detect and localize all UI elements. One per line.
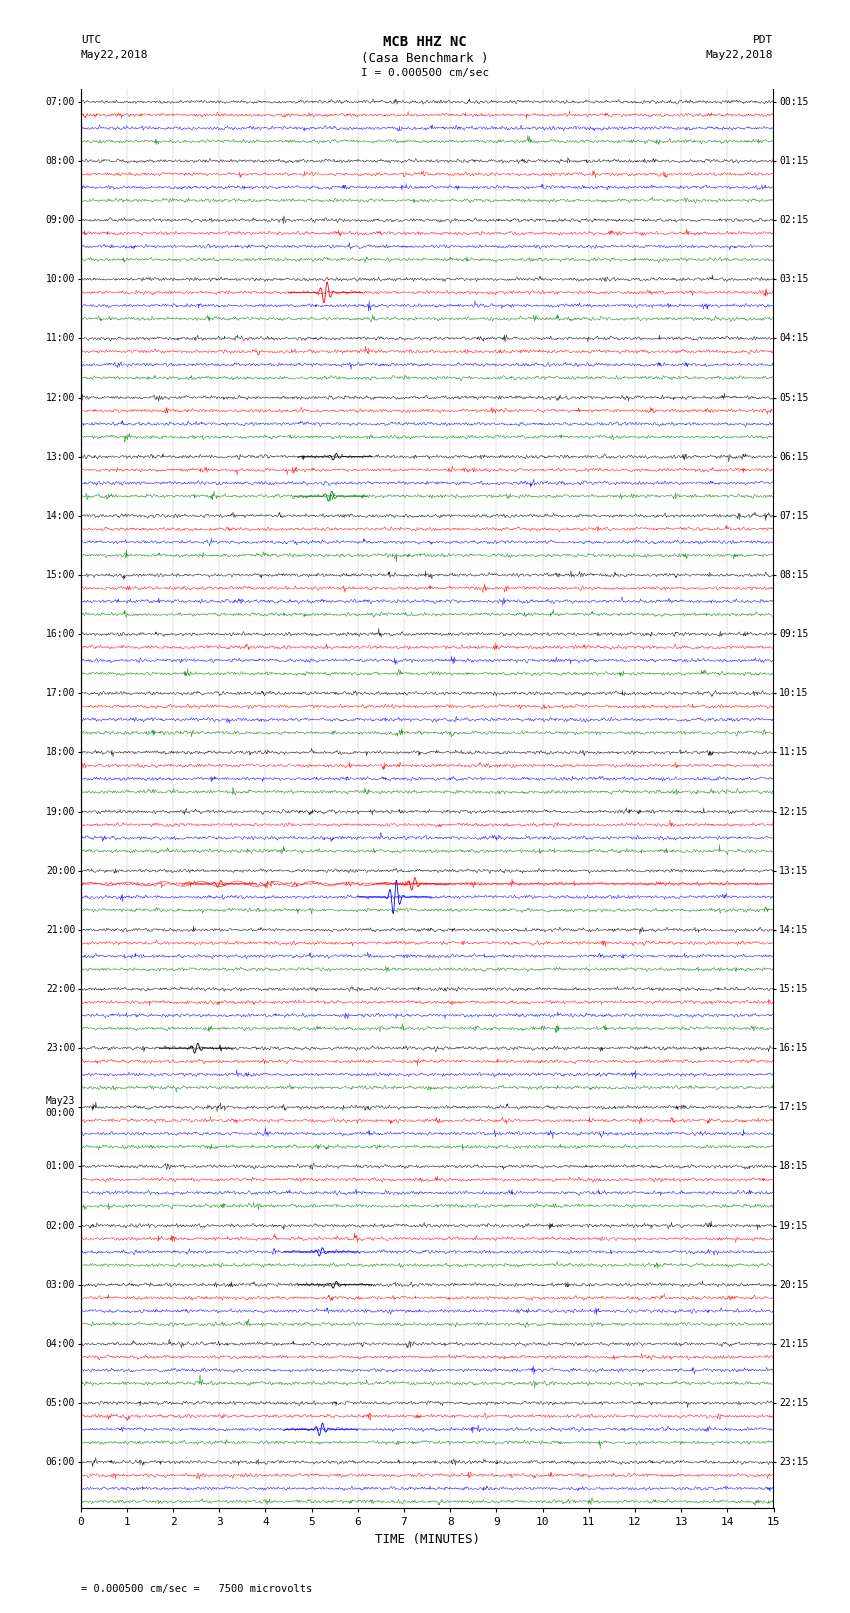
X-axis label: TIME (MINUTES): TIME (MINUTES): [375, 1532, 479, 1545]
Text: May22,2018: May22,2018: [706, 50, 774, 60]
Text: May22,2018: May22,2018: [81, 50, 148, 60]
Text: = 0.000500 cm/sec =   7500 microvolts: = 0.000500 cm/sec = 7500 microvolts: [81, 1584, 312, 1594]
Text: UTC: UTC: [81, 35, 101, 45]
Text: (Casa Benchmark ): (Casa Benchmark ): [361, 52, 489, 65]
Text: MCB HHZ NC: MCB HHZ NC: [383, 35, 467, 50]
Text: PDT: PDT: [753, 35, 774, 45]
Text: I = 0.000500 cm/sec: I = 0.000500 cm/sec: [361, 68, 489, 77]
